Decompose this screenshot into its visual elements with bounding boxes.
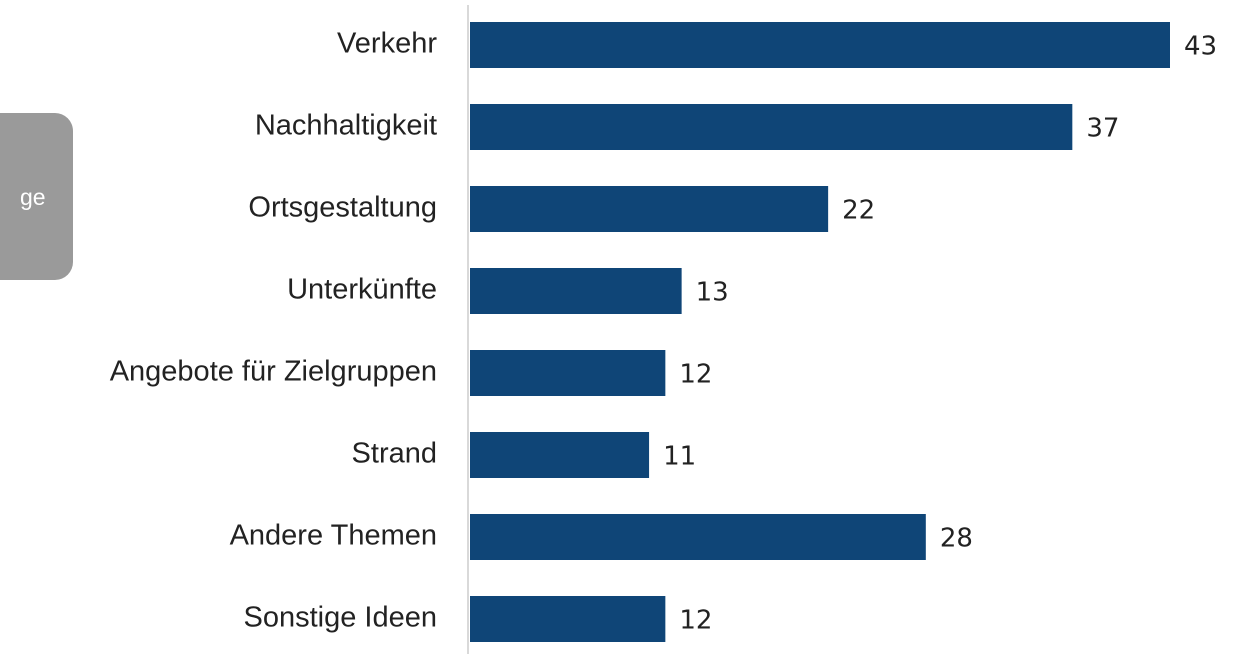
value-label: 37 <box>1086 114 1119 144</box>
category-label: Andere Themen <box>230 520 437 552</box>
value-label: 12 <box>679 360 712 390</box>
value-label: 43 <box>1184 32 1217 62</box>
bar <box>470 268 682 314</box>
category-label: Ortsgestaltung <box>248 192 437 224</box>
bar <box>470 22 1170 68</box>
category-label: Nachhaltigkeit <box>255 110 437 142</box>
category-label: Verkehr <box>337 28 437 60</box>
bar <box>470 514 926 560</box>
category-label: Strand <box>352 438 437 470</box>
bar <box>470 432 650 478</box>
bar <box>470 104 1073 150</box>
value-label: 22 <box>842 196 875 226</box>
value-label: 13 <box>696 278 729 308</box>
value-label: 11 <box>663 442 696 472</box>
value-label: 12 <box>679 606 712 636</box>
side-box-text: ge <box>20 184 46 210</box>
side-box <box>0 113 73 280</box>
value-label: 28 <box>940 524 973 554</box>
bar <box>470 350 666 396</box>
category-label: Angebote für Zielgruppen <box>110 356 437 388</box>
category-label: Sonstige Ideen <box>244 602 437 634</box>
bar <box>470 186 829 232</box>
category-label: Unterkünfte <box>287 274 437 306</box>
bar <box>470 596 666 642</box>
